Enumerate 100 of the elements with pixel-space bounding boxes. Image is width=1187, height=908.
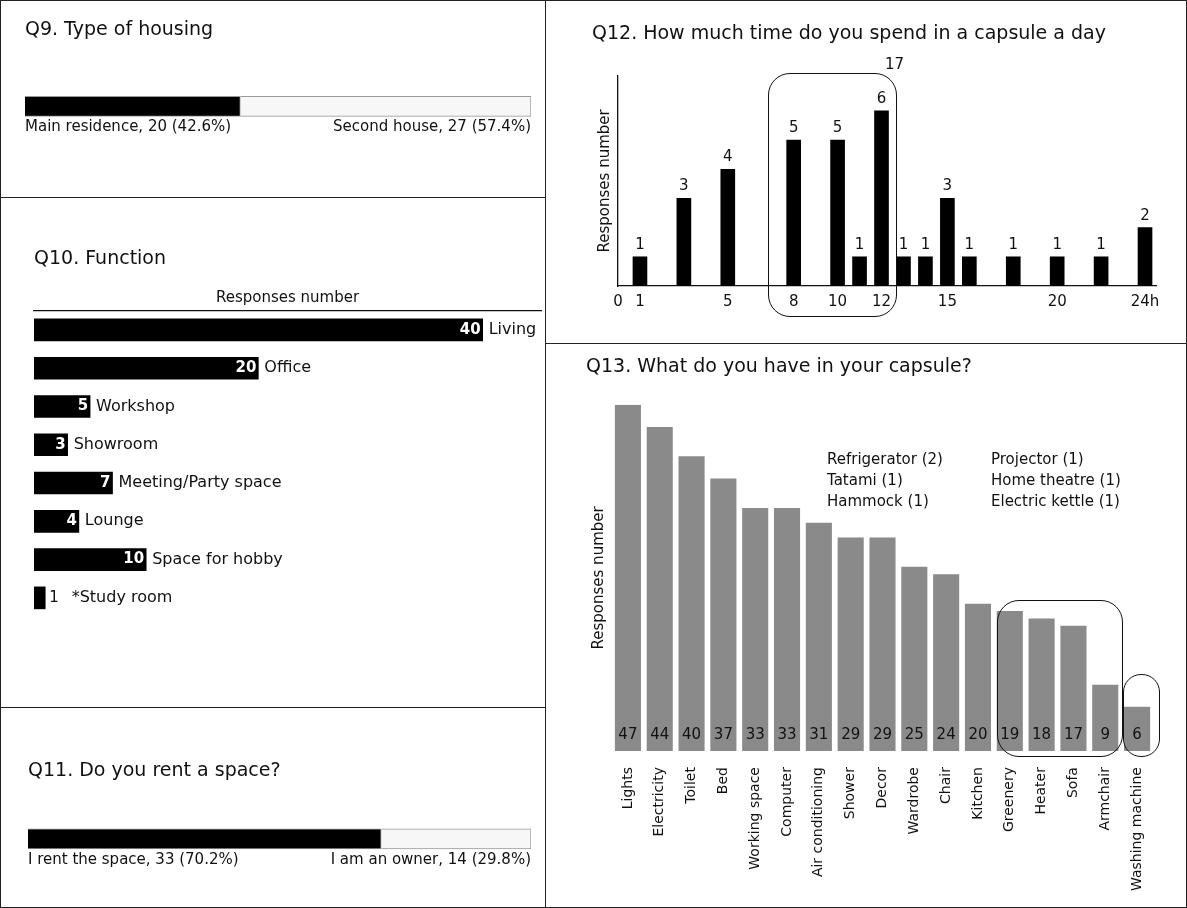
bar [901, 566, 928, 752]
x-tick-label: 24h [1130, 291, 1160, 310]
data-label: I rent the space, 33 (70.2%) [28, 849, 239, 868]
data-label: 44 [650, 724, 670, 743]
data-label: I am an owner, 14 (29.8%) [330, 849, 531, 868]
bar [678, 456, 705, 752]
x-tick-label: 8 [788, 291, 799, 310]
x-tick-label: Shower [841, 766, 858, 820]
bar [996, 611, 1023, 752]
data-label: 3 [679, 176, 689, 195]
bar [869, 537, 896, 752]
data-label: Main residence, 20 (42.6%) [25, 117, 232, 136]
data-label: 3 [55, 434, 66, 453]
data-label: 4 [66, 511, 77, 530]
x-tick-label: Working space [745, 767, 762, 870]
x-axis-title: Responses number [215, 287, 360, 306]
bar [632, 256, 648, 286]
x-tick-label: Lights [618, 767, 635, 810]
data-label: 1 [1052, 234, 1062, 253]
data-label: 7 [100, 472, 111, 491]
category-label: Space for hobby [152, 548, 283, 568]
data-label: 9 [1100, 724, 1111, 743]
data-label: 1 [635, 234, 645, 253]
bar [830, 139, 845, 286]
data-label: 5 [788, 117, 799, 136]
bar [34, 395, 91, 418]
bar [34, 548, 147, 571]
data-label: 1 [920, 234, 931, 253]
y-axis-title: Responses number [594, 108, 613, 253]
data-label: 40 [682, 724, 702, 743]
category-label: Living [488, 319, 537, 339]
data-label: 37 [713, 724, 733, 743]
data-label: 25 [904, 724, 924, 743]
bar [962, 256, 977, 286]
x-tick-label: Electricity [650, 767, 667, 837]
data-label: 6 [876, 88, 887, 107]
x-tick-label: 10 [828, 291, 848, 310]
data-label: 33 [745, 724, 765, 743]
chart-title: Q12. How much time do you spend in a capsule a day [592, 21, 1106, 44]
x-tick-label: Air conditioning [809, 767, 826, 878]
bar [1137, 227, 1153, 286]
y-axis-title: Responses number [588, 505, 607, 650]
bar [1093, 256, 1109, 286]
bar [896, 256, 911, 286]
data-label: 1 [964, 234, 975, 253]
data-label: 20 [235, 358, 257, 377]
data-label: 20 [968, 724, 988, 743]
chart-title: Q11. Do you rent a space? [28, 758, 281, 781]
x-tick-label: Kitchen [968, 767, 985, 820]
bar [720, 168, 736, 286]
bar [874, 110, 889, 286]
bar [786, 139, 801, 286]
bar [646, 426, 673, 752]
bar [742, 507, 769, 752]
data-label: 5 [832, 117, 843, 136]
data-label: 18 [1032, 724, 1052, 743]
bar [1124, 706, 1151, 752]
bar [852, 256, 867, 286]
data-label: 19 [1000, 724, 1020, 743]
bar [964, 603, 992, 752]
data-label: 1 [854, 234, 865, 253]
x-tick-label: 12 [871, 291, 892, 310]
x-tick-label: Armchair [1095, 766, 1112, 831]
x-tick-label: 20 [1047, 291, 1067, 310]
x-tick-label: Bed [714, 767, 731, 795]
data-label: 24 [936, 724, 956, 743]
bar [933, 574, 960, 752]
bar [918, 256, 933, 286]
x-tick-label: Computer [777, 766, 794, 837]
data-label: 29 [841, 724, 861, 743]
category-label: *Study room [71, 587, 173, 607]
category-label: Office [264, 357, 312, 377]
data-label: 29 [872, 724, 893, 743]
bar [1092, 684, 1119, 752]
bar [1060, 625, 1087, 752]
data-label: 1 [49, 587, 59, 606]
text: 17 [885, 55, 905, 74]
x-tick-label: 15 [937, 291, 957, 310]
bar [1049, 256, 1065, 286]
bar [1005, 256, 1021, 286]
data-label: 6 [1132, 724, 1142, 743]
data-label: 5 [77, 396, 89, 415]
x-tick-label: Heater [1032, 766, 1049, 815]
x-tick-label: Decor [873, 766, 890, 809]
data-label: 17 [1063, 724, 1083, 743]
data-label: 40 [459, 319, 481, 338]
x-tick-label: Sofa [1064, 767, 1081, 799]
bar [710, 478, 737, 752]
bar [1028, 618, 1055, 752]
bar [34, 471, 113, 495]
category-label: Lounge [84, 510, 144, 530]
data-label: 3 [942, 176, 953, 195]
data-label: Second house, 27 (57.4%) [333, 117, 531, 136]
bar [676, 198, 692, 286]
data-label: 1 [1096, 234, 1106, 253]
bar [34, 356, 259, 380]
bar [805, 522, 832, 752]
data-label: 47 [618, 724, 638, 743]
annotation: Projector (1) Home theatre (1) Electric kettle (1) [991, 450, 1121, 511]
x-tick-label: Toilet [682, 766, 699, 805]
